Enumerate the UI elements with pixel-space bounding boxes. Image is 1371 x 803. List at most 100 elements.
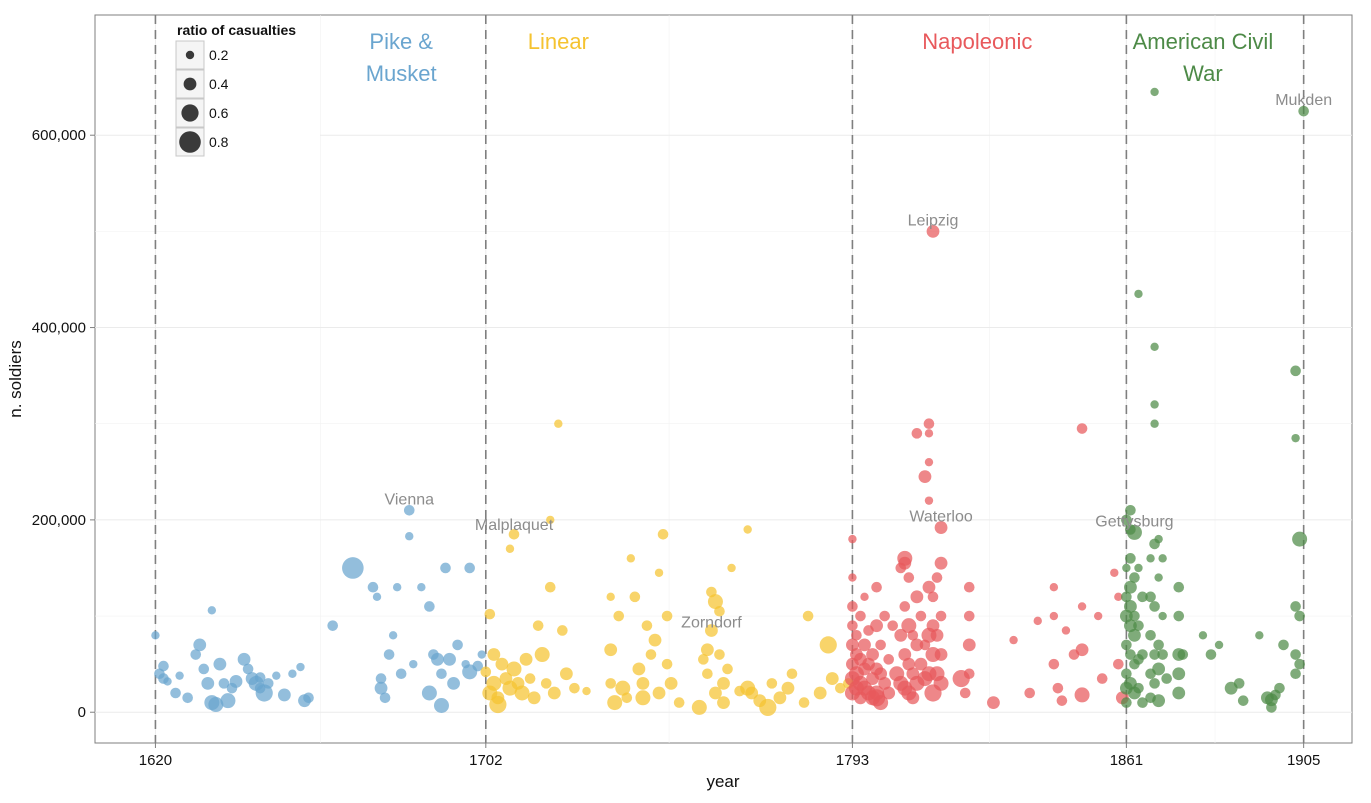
data-point [613,610,625,622]
data-point [524,673,536,684]
data-point [1121,668,1132,680]
data-point [1173,610,1185,622]
data-point [1145,591,1156,603]
data-point [698,654,709,665]
data-point [860,592,869,602]
data-point [714,649,725,660]
data-point [702,668,713,680]
data-point [927,591,939,603]
data-point [1134,289,1143,299]
data-point [629,591,641,603]
data-point [931,572,943,583]
data-point [901,618,917,634]
data-point [1290,668,1301,680]
data-point [1237,695,1249,706]
data-point [673,697,685,708]
data-point [882,686,896,700]
y-tick-label: 400,000 [32,320,86,337]
data-point [1077,602,1087,611]
data-point [1113,658,1124,670]
data-point [1124,580,1137,594]
data-point [296,662,305,672]
data-point [489,695,507,714]
era-label: Pike & [369,29,433,54]
data-point [654,568,664,577]
data-point [1133,620,1144,631]
data-point [606,592,615,602]
data-point [722,663,733,675]
y-axis-ticks: 0 200,000 400,000 600,000 [32,127,95,721]
data-point [626,554,636,563]
data-point [866,648,879,661]
data-point [781,681,795,695]
data-point [910,638,924,652]
data-point [871,581,882,593]
data-point [201,676,215,690]
data-point [379,692,391,704]
data-point [661,610,673,622]
data-point [906,691,920,705]
data-point [1255,631,1264,640]
data-point [1298,105,1309,117]
data-point [447,676,460,690]
data-point [924,429,934,438]
data-point [907,629,919,641]
data-point [648,633,662,647]
data-point [417,583,426,592]
x-tick-label: 1861 [1110,752,1143,769]
data-point [1205,649,1217,660]
data-point [582,686,591,696]
data-point [867,689,886,707]
data-point [926,619,940,633]
data-point [395,668,407,680]
data-point [700,643,714,657]
data-point [847,620,858,631]
data-point [1137,591,1148,603]
legend-key-label: 0.8 [209,134,229,150]
legend-keys: 0.2 0.4 0.6 0.8 [175,40,229,157]
x-tick-label: 1793 [836,752,869,769]
data-point [825,672,839,685]
data-point [819,636,837,654]
data-point [254,672,266,683]
data-point [1150,400,1159,409]
data-point [802,610,814,622]
data-point [707,594,723,610]
data-point [930,628,944,642]
data-point [452,639,463,651]
data-point [657,529,669,540]
data-point [443,652,456,666]
data-point [897,550,913,566]
data-point [691,699,707,715]
data-point [433,697,449,713]
data-point [554,419,563,428]
data-point [835,682,846,694]
data-point [1172,686,1186,700]
data-point [1049,611,1059,621]
data-point [1153,639,1164,651]
data-point [661,658,673,670]
data-point [1061,626,1071,635]
data-point [1173,581,1185,593]
data-point [870,619,883,633]
data-point [1024,687,1035,699]
legend-key-circle [179,131,201,153]
data-point [182,692,193,704]
data-point [1145,629,1156,641]
data-point [902,657,916,671]
battle-label: Vienna [384,491,434,508]
battle-label: Leipzig [908,212,959,229]
data-point [1075,643,1089,657]
era-label: Napoleonic [922,29,1032,54]
data-point [514,685,530,701]
data-point [621,692,633,704]
data-point [846,638,859,652]
data-point [714,605,725,617]
legend-title: ratio of casualties [177,22,296,38]
data-point [1157,649,1168,660]
data-point [727,563,736,573]
y-tick-label: 200,000 [32,512,86,529]
data-point [911,428,923,439]
data-point [848,534,857,544]
